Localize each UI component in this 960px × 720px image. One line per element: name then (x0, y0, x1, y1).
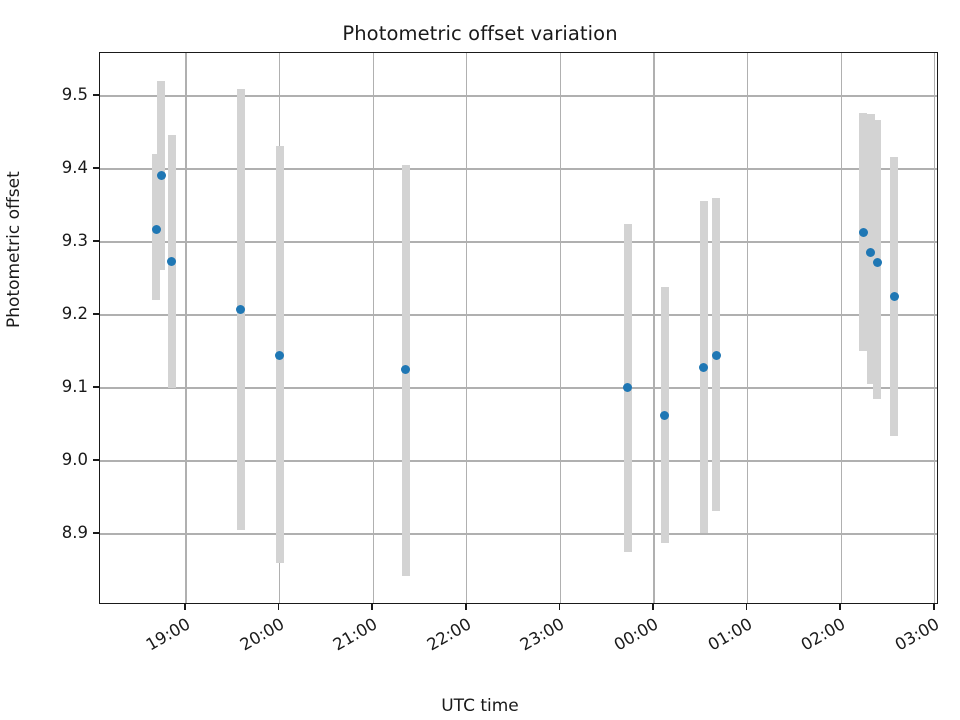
x-tick-mark-0200 (839, 604, 841, 610)
y-tick-mark-9.5 (93, 94, 99, 96)
gridline-y-9.3 (100, 241, 937, 243)
data-point (858, 228, 868, 237)
plot-area (99, 52, 938, 604)
gridline-y-9.2 (100, 314, 937, 316)
data-point (623, 382, 632, 392)
gridline-x-1900 (185, 53, 187, 603)
data-point (660, 410, 670, 420)
x-tick-mark-0000 (652, 604, 654, 610)
x-tick-mark-2000 (277, 604, 280, 610)
y-tick-label-9.4: 9.4 (61, 157, 88, 177)
x-tick-mark-2300 (558, 604, 561, 610)
x-tick-label-0300: 03:00 (891, 614, 943, 655)
data-point (156, 171, 166, 181)
x-tick-label-2200: 22:00 (423, 614, 475, 655)
y-tick-mark-9.0 (93, 459, 99, 461)
x-tick-mark-2200 (465, 604, 467, 610)
gridline-x-0200 (840, 53, 842, 603)
y-tick-label-9.1: 9.1 (61, 376, 88, 396)
x-tick-label-0000: 00:00 (610, 614, 662, 655)
y-tick-label-8.9: 8.9 (61, 522, 88, 542)
gridline-x-0100 (746, 53, 749, 603)
x-axis-label: UTC time (441, 696, 519, 716)
x-tick-mark-0300 (933, 604, 935, 610)
data-point (711, 350, 721, 360)
data-point (889, 292, 899, 302)
data-point (167, 257, 177, 267)
x-tick-label-0100: 01:00 (704, 614, 756, 655)
gridline-x-2200 (466, 53, 468, 603)
y-tick-mark-9.3 (93, 240, 99, 242)
gridline-y-9.1 (100, 387, 937, 389)
y-tick-label-9.2: 9.2 (61, 303, 88, 323)
y-tick-label-9.5: 9.5 (61, 84, 88, 104)
y-tick-mark-9.4 (93, 167, 99, 169)
gridline-y-9.0 (100, 460, 937, 462)
data-point (151, 225, 161, 235)
x-tick-mark-0100 (745, 604, 748, 610)
x-tick-mark-2100 (371, 604, 373, 610)
x-tick-label-1900: 19:00 (142, 614, 194, 655)
y-axis-label: Photometric offset (4, 171, 24, 328)
x-tick-label-0200: 02:00 (797, 614, 849, 655)
gridline-y-9.4 (100, 168, 937, 170)
chart-title: Photometric offset variation (342, 22, 618, 45)
gridline-x-0300 (934, 53, 936, 603)
gridline-x-2100 (372, 53, 374, 603)
data-point (866, 247, 876, 257)
data-point (872, 257, 882, 267)
y-tick-label-9.0: 9.0 (61, 449, 88, 469)
y-tick-mark-9.1 (93, 386, 99, 388)
y-tick-label-9.3: 9.3 (61, 230, 88, 250)
y-tick-mark-8.9 (93, 532, 99, 534)
y-tick-mark-9.2 (93, 313, 99, 315)
data-point (236, 305, 246, 315)
x-tick-label-2300: 23:00 (517, 614, 568, 655)
gridline-y-9.5 (100, 95, 937, 97)
gridline-y-8.9 (100, 533, 937, 535)
gridline-x-2300 (559, 53, 562, 603)
x-tick-label-2000: 20:00 (236, 614, 288, 655)
data-point (401, 365, 411, 375)
gridline-x-0000 (653, 53, 655, 603)
data-point (275, 350, 285, 360)
x-tick-label-2100: 21:00 (329, 614, 381, 655)
x-tick-mark-1900 (184, 604, 186, 610)
data-point (699, 363, 709, 373)
